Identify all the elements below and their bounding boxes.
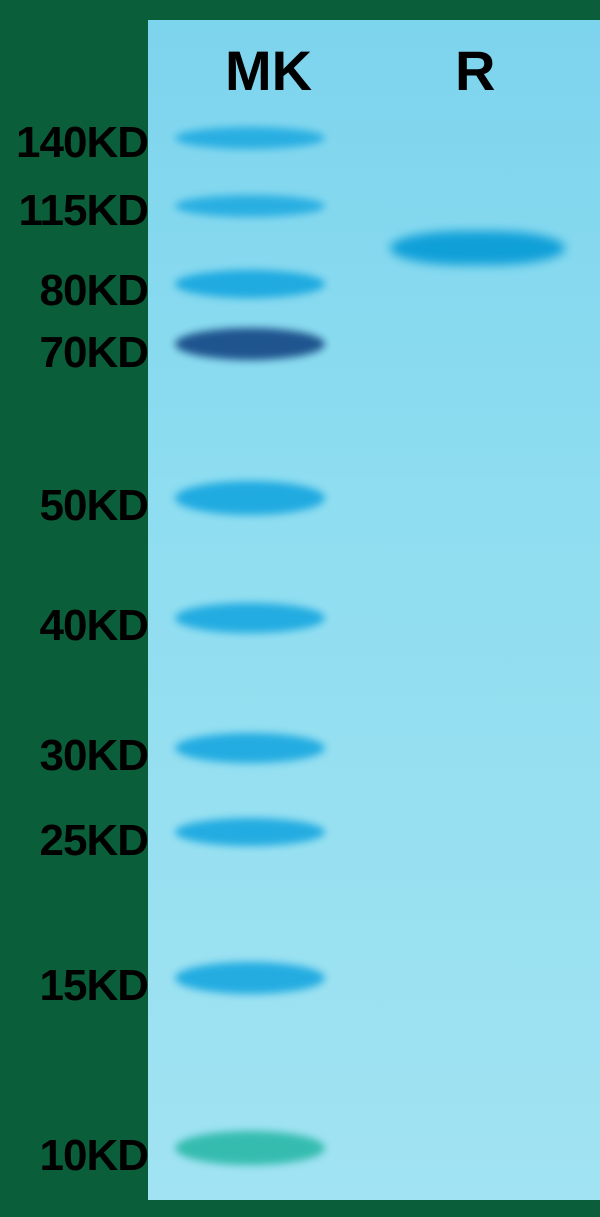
mw-label-0: 140KD [2,118,148,168]
marker-band-3 [175,328,325,360]
marker-band-9 [175,1131,325,1165]
mw-label-5: 40KD [2,601,148,651]
mw-label-7: 25KD [2,816,148,866]
lane-header-0: MK [225,38,312,103]
marker-band-4 [175,481,325,515]
marker-band-7 [175,818,325,846]
marker-band-1 [175,195,325,217]
mw-label-3: 70KD [2,328,148,378]
mw-label-1: 115KD [2,186,148,236]
marker-band-2 [175,270,325,298]
marker-band-5 [175,603,325,633]
sample-band-0 [390,231,565,265]
marker-band-8 [175,962,325,994]
mw-label-8: 15KD [2,961,148,1011]
mw-label-2: 80KD [2,266,148,316]
mw-label-6: 30KD [2,731,148,781]
lane-header-1: R [455,38,495,103]
mw-label-9: 10KD [2,1131,148,1181]
marker-band-0 [175,127,325,149]
marker-band-6 [175,733,325,763]
mw-label-4: 50KD [2,481,148,531]
